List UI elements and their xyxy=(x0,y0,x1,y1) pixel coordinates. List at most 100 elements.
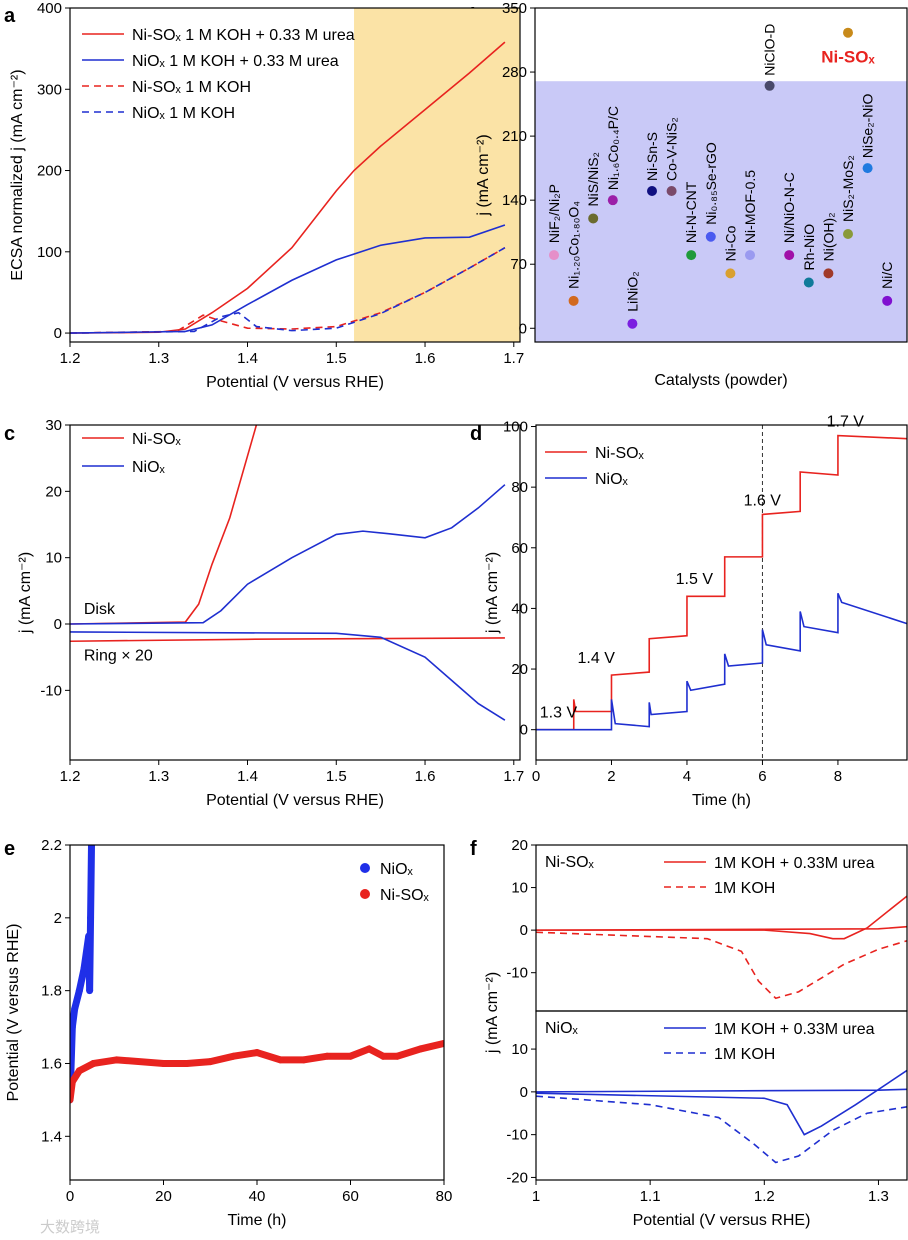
legend-label: NiOₓ 1 M KOH xyxy=(132,105,235,122)
y-tick-label: 1.8 xyxy=(41,983,62,1000)
series-line xyxy=(69,224,506,334)
legend-marker xyxy=(360,889,370,899)
data-point xyxy=(113,1056,121,1064)
series-line xyxy=(536,931,907,1000)
y-tick-label: 0 xyxy=(519,320,527,337)
catalyst-label: Ni-Co xyxy=(722,225,738,261)
highlight-region xyxy=(354,8,520,342)
legend-label: Ni-SOₓ 1 M KOH xyxy=(132,79,251,96)
subplot-title: Ni-SOₓ xyxy=(545,854,595,871)
data-point xyxy=(379,1052,387,1060)
x-tick-label: 6 xyxy=(758,768,766,785)
y-axis-label: Potential (V versus RHE) xyxy=(5,924,22,1102)
y-axis-label: j (mA cm⁻²) xyxy=(484,552,501,634)
data-point xyxy=(627,318,638,329)
data-point xyxy=(666,186,677,197)
y-tick-label: 30 xyxy=(45,417,62,434)
y-tick-label: 200 xyxy=(37,163,62,180)
y-tick-label: -10 xyxy=(40,682,62,699)
subplot-title: NiOₓ xyxy=(545,1020,579,1037)
y-tick-label: 0 xyxy=(520,1084,528,1101)
y-tick-label: 80 xyxy=(511,479,528,496)
curve-annotation: Disk xyxy=(84,601,116,618)
series-line xyxy=(70,484,506,625)
data-point xyxy=(417,1045,425,1053)
panel-letter-a: a xyxy=(4,5,16,27)
series-line xyxy=(70,425,258,625)
data-point xyxy=(70,1023,76,1031)
x-tick-label: 1 xyxy=(532,1188,540,1205)
x-axis-label: Potential (V versus RHE) xyxy=(206,792,384,809)
data-point xyxy=(80,965,88,973)
y-tick-label: 10 xyxy=(511,1041,528,1058)
voltage-annotation: 1.7 V xyxy=(827,414,865,431)
series-line xyxy=(70,631,506,721)
y-axis-label: j (mA cm⁻²) xyxy=(17,552,34,634)
legend-label: 1M KOH xyxy=(714,1046,775,1063)
y-tick-label: 350 xyxy=(502,0,527,17)
legend-label: Ni-SOₓ xyxy=(380,887,430,904)
data-point xyxy=(862,163,873,174)
x-tick-label: 1.6 xyxy=(415,768,436,785)
y-axis-label: j (mA cm⁻²) xyxy=(484,972,501,1054)
y-tick-label: 70 xyxy=(510,256,527,273)
series-line xyxy=(536,592,908,731)
legend-label: NiOₓ xyxy=(595,471,629,488)
data-point xyxy=(764,80,775,91)
data-point xyxy=(70,1096,74,1104)
voltage-annotation: 1.5 V xyxy=(676,571,714,588)
legend-label: 1M KOH + 0.33M urea xyxy=(714,855,875,872)
legend-label: 1M KOH xyxy=(714,880,775,897)
data-point xyxy=(253,1049,261,1057)
x-tick-label: 20 xyxy=(155,1188,172,1205)
x-tick-label: 1.2 xyxy=(60,350,81,367)
data-point xyxy=(365,1045,373,1053)
x-tick-label: 8 xyxy=(834,768,842,785)
x-tick-label: 1.3 xyxy=(148,768,169,785)
series-line xyxy=(536,434,908,731)
x-tick-label: 1.6 xyxy=(415,350,436,367)
data-point xyxy=(70,1078,76,1086)
y-tick-label: 1.4 xyxy=(41,1128,62,1145)
series-line xyxy=(536,1095,907,1164)
data-point xyxy=(347,1052,354,1060)
data-point xyxy=(323,1052,331,1060)
data-point xyxy=(647,186,657,197)
data-point xyxy=(206,1058,214,1066)
catalyst-label: Ni-Sn-S xyxy=(644,132,660,181)
data-point xyxy=(823,268,834,279)
data-point xyxy=(160,1059,167,1067)
catalyst-label: Ni(OH)₂ xyxy=(820,212,836,261)
series-line xyxy=(70,637,505,643)
catalyst-label: Ni/C xyxy=(879,262,895,289)
y-axis-label: ECSA normalized j (mA cm⁻²) xyxy=(9,69,26,280)
data-point xyxy=(86,987,94,995)
watermark: 大数跨境 xyxy=(40,1218,100,1236)
legend-label: NiOₓ xyxy=(380,861,414,878)
y-tick-label: -10 xyxy=(506,1127,528,1144)
subplot-niox xyxy=(535,1010,908,1181)
x-tick-label: 2 xyxy=(607,768,615,785)
data-point xyxy=(803,277,814,288)
catalyst-label: NiSe₂-NiO xyxy=(860,93,876,158)
x-tick-label: 1.3 xyxy=(868,1188,889,1205)
catalyst-label: Ni-N-CNT xyxy=(683,181,699,243)
x-tick-label: 1.3 xyxy=(148,350,169,367)
y-tick-label: 60 xyxy=(511,540,528,557)
legend-label: Ni-SOₓ 1 M KOH + 0.33 M urea xyxy=(132,27,355,44)
catalyst-label: Ni-MOF-0.5 xyxy=(742,170,758,243)
legend-label: NiOₓ 1 M KOH + 0.33 M urea xyxy=(132,53,339,70)
data-point xyxy=(230,1052,238,1060)
catalyst-label: NiClO-D xyxy=(762,24,778,76)
y-tick-label: -10 xyxy=(506,965,528,982)
legend-label: Ni-SOₓ xyxy=(132,431,182,448)
data-point xyxy=(393,1052,401,1060)
y-tick-label: 140 xyxy=(502,192,527,209)
x-axis-label: Catalysts (powder) xyxy=(654,372,787,389)
panel-letter-f: f xyxy=(470,838,477,860)
voltage-annotation: 1.6 V xyxy=(744,492,782,509)
catalyst-label: LiNiO₂ xyxy=(624,271,640,311)
catalyst-label: Ni₁.₂₀Co₁.₈₀O₄ xyxy=(566,201,582,289)
data-point xyxy=(85,932,93,940)
